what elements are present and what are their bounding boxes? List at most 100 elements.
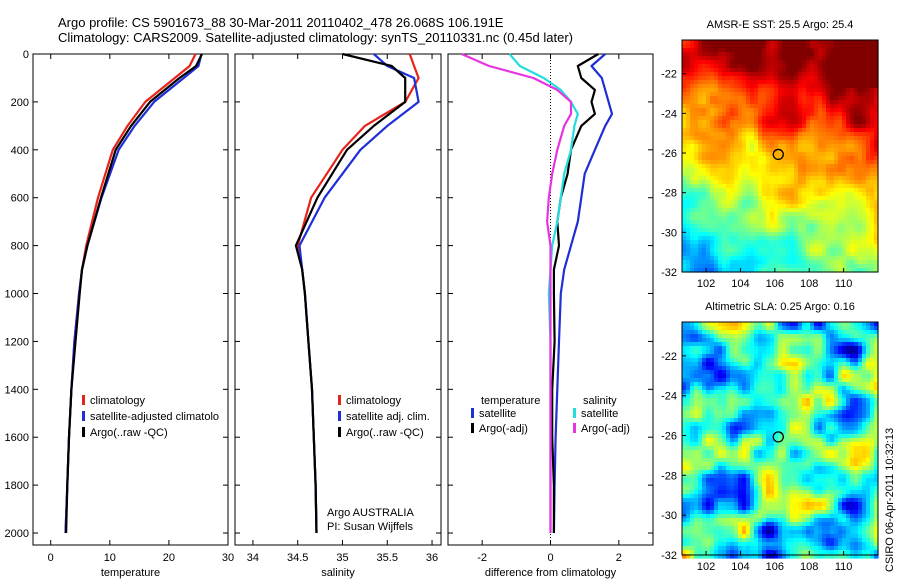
map-cell xyxy=(814,88,819,93)
map-cell xyxy=(834,354,839,359)
map-cell xyxy=(714,422,719,427)
map-cell xyxy=(770,144,775,149)
map-cell xyxy=(710,470,715,475)
map-cell xyxy=(742,454,747,459)
map-cell xyxy=(830,330,835,335)
map-cell xyxy=(846,260,851,265)
map-cell xyxy=(686,208,691,213)
map-cell xyxy=(782,100,787,105)
map-cell xyxy=(750,386,755,391)
map-cell xyxy=(838,358,843,363)
map-cell xyxy=(758,346,763,351)
map-cell xyxy=(798,358,803,363)
map-cell xyxy=(746,128,751,133)
map-cell xyxy=(790,240,795,245)
map-cell xyxy=(834,80,839,85)
map-cell xyxy=(854,370,859,375)
map-cell xyxy=(746,232,751,237)
map-cell xyxy=(694,212,699,217)
map-cell xyxy=(722,116,727,121)
map-cell xyxy=(822,446,827,451)
map-cell xyxy=(854,172,859,177)
map-cell xyxy=(806,268,811,273)
map-cell xyxy=(854,256,859,261)
map-cell xyxy=(794,48,799,53)
map-cell xyxy=(874,370,879,375)
map-cell xyxy=(762,422,767,427)
map-cell xyxy=(834,362,839,367)
map-cell xyxy=(806,80,811,85)
map-cell xyxy=(770,390,775,395)
map-cell xyxy=(870,216,875,221)
map-cell xyxy=(866,104,871,109)
map-cell xyxy=(814,398,819,403)
map-cell xyxy=(874,152,879,157)
map-cell xyxy=(858,44,863,49)
map-cell xyxy=(746,450,751,455)
map-cell xyxy=(746,80,751,85)
map-cell xyxy=(742,120,747,125)
map-cell xyxy=(830,200,835,205)
map-cell xyxy=(862,426,867,431)
map-cell xyxy=(846,44,851,49)
map-cell xyxy=(846,406,851,411)
map-cell xyxy=(834,84,839,89)
map-cell xyxy=(794,124,799,129)
map-cell xyxy=(750,232,755,237)
map-cell xyxy=(874,84,879,89)
map-cell xyxy=(870,152,875,157)
map-cell xyxy=(802,378,807,383)
map-cell xyxy=(790,144,795,149)
map-cell xyxy=(858,390,863,395)
map-cell xyxy=(786,236,791,241)
map-cell xyxy=(702,112,707,117)
map-cell xyxy=(778,382,783,387)
map-cell xyxy=(686,390,691,395)
map-cell xyxy=(758,354,763,359)
map-cell xyxy=(838,188,843,193)
map-cell xyxy=(866,232,871,237)
map-cell xyxy=(802,430,807,435)
map-cell xyxy=(854,108,859,113)
map-cell xyxy=(874,264,879,269)
map-cell xyxy=(738,104,743,109)
map-cell xyxy=(814,268,819,273)
map-cell xyxy=(782,414,787,419)
map-cell xyxy=(742,176,747,181)
map-cell xyxy=(874,470,879,475)
map-cell xyxy=(850,350,855,355)
map-cell xyxy=(758,450,763,455)
map-cell xyxy=(722,212,727,217)
map-cell xyxy=(702,200,707,205)
map-cell xyxy=(850,132,855,137)
map-cell xyxy=(730,220,735,225)
map-cell xyxy=(854,232,859,237)
map-cell xyxy=(814,334,819,339)
map-cell xyxy=(742,394,747,399)
map-cell xyxy=(742,136,747,141)
map-cell xyxy=(746,438,751,443)
map-cell xyxy=(698,260,703,265)
map-cell xyxy=(770,68,775,73)
map-cell xyxy=(790,322,795,327)
map-cell xyxy=(710,220,715,225)
map-cell xyxy=(862,410,867,415)
map-cell xyxy=(870,200,875,205)
map-cell xyxy=(798,474,803,479)
map-cell xyxy=(710,406,715,411)
map-cell xyxy=(866,450,871,455)
map-cell xyxy=(874,164,879,169)
map-cell xyxy=(718,342,723,347)
map-cell xyxy=(694,104,699,109)
map-cell xyxy=(786,330,791,335)
map-cell xyxy=(714,394,719,399)
map-cell xyxy=(782,120,787,125)
map-cell xyxy=(766,136,771,141)
map-cell xyxy=(790,418,795,423)
map-cell xyxy=(734,136,739,141)
map-cell xyxy=(726,184,731,189)
map-cell xyxy=(694,478,699,483)
map-cell xyxy=(726,72,731,77)
map-cell xyxy=(686,68,691,73)
map-cell xyxy=(842,438,847,443)
